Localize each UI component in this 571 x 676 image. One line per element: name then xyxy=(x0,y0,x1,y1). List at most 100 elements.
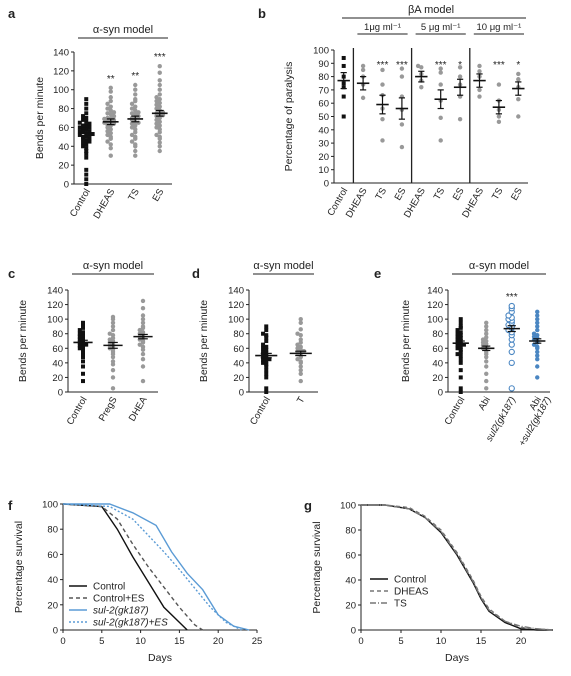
data-point-a xyxy=(87,136,92,141)
x-axis-label-g: Days xyxy=(445,652,469,664)
data-point-a xyxy=(129,101,135,107)
data-point-b xyxy=(399,122,405,127)
y-tick-label-e: 140 xyxy=(427,286,443,297)
data-point-d xyxy=(264,333,269,338)
data-point-e xyxy=(484,386,489,391)
data-point-d xyxy=(295,357,300,362)
legend-label-f: Control+ES xyxy=(93,594,145,605)
data-point-a xyxy=(111,113,117,119)
panel-letter-b: b xyxy=(258,6,266,21)
data-point-b xyxy=(360,67,366,73)
data-point-b xyxy=(496,119,502,125)
series-line-g xyxy=(361,504,554,631)
y-tick-label-b: 50 xyxy=(318,112,329,123)
data-point-a xyxy=(84,151,89,156)
data-point-a xyxy=(157,134,162,140)
y-tick-label-a: 100 xyxy=(53,85,69,96)
data-point-c xyxy=(140,344,146,350)
y-tick-label-e: 0 xyxy=(438,388,443,399)
data-point-e xyxy=(455,346,460,351)
data-point-b xyxy=(380,138,385,143)
significance-b: *** xyxy=(493,60,505,71)
data-point-d xyxy=(261,360,266,365)
x-tick-label-g: 15 xyxy=(476,636,487,647)
group-label-0: 1μg ml⁻¹ xyxy=(364,22,401,33)
y-tick-label-g: 40 xyxy=(345,576,356,587)
panel-letter-e: e xyxy=(374,266,381,281)
data-point-e xyxy=(461,342,466,347)
data-point-b xyxy=(516,71,521,77)
data-point-a xyxy=(154,121,159,126)
data-point-c xyxy=(81,352,85,357)
data-point-d xyxy=(261,342,266,347)
data-point-e xyxy=(535,375,540,380)
data-point-a xyxy=(81,140,86,145)
data-point-d xyxy=(261,357,266,362)
data-point-d xyxy=(298,371,303,376)
data-point-d xyxy=(298,316,303,322)
data-point-b xyxy=(380,67,385,73)
data-point-d xyxy=(264,344,269,349)
data-point-d xyxy=(298,344,303,350)
data-point-c xyxy=(81,333,85,338)
data-point-e xyxy=(458,360,463,365)
data-point-e xyxy=(508,385,515,392)
data-point-e xyxy=(531,331,537,336)
y-tick-label-g: 0 xyxy=(351,626,356,637)
data-point-c xyxy=(140,316,146,322)
y-tick-label-b: 70 xyxy=(318,85,329,96)
data-point-c xyxy=(110,320,116,325)
data-point-c xyxy=(110,324,116,329)
significance-b: * xyxy=(516,60,520,71)
data-point-c xyxy=(81,349,85,354)
data-point-a xyxy=(105,101,110,107)
group-label-2: 10 μg ml⁻¹ xyxy=(476,22,521,33)
data-point-b xyxy=(380,82,385,87)
data-point-d xyxy=(298,378,303,384)
y-tick-label-d: 80 xyxy=(233,329,244,340)
panel-letter-f: f xyxy=(8,498,13,513)
data-point-a xyxy=(81,123,86,128)
data-point-c xyxy=(140,298,146,304)
y-tick-label-d: 100 xyxy=(228,315,244,326)
data-point-a xyxy=(81,130,86,135)
data-point-e xyxy=(480,337,486,342)
data-point-c xyxy=(140,364,146,369)
y-tick-label-a: 40 xyxy=(58,142,69,153)
data-point-a xyxy=(87,132,92,137)
data-point-d xyxy=(264,386,269,391)
data-point-e xyxy=(484,359,489,364)
data-point-a xyxy=(157,63,162,69)
data-point-b xyxy=(516,77,521,82)
legend-label-f: sul-2(gk187)+ES xyxy=(93,618,168,629)
x-tick-label-f: 0 xyxy=(60,636,65,647)
data-point-b xyxy=(477,94,482,99)
y-tick-label-c: 140 xyxy=(47,286,63,297)
data-point-d xyxy=(261,355,266,360)
data-point-a xyxy=(90,132,95,137)
data-point-d xyxy=(264,328,269,333)
group-label-1: 5 μg ml⁻¹ xyxy=(421,22,461,33)
data-point-e xyxy=(455,331,460,336)
data-point-c xyxy=(81,371,85,376)
data-point-a xyxy=(133,148,138,154)
data-point-c xyxy=(77,346,82,351)
data-point-a xyxy=(133,153,138,158)
significance-b: *** xyxy=(377,60,389,71)
y-tick-label-g: 20 xyxy=(345,601,356,612)
data-point-e xyxy=(535,324,540,329)
data-point-e xyxy=(535,353,540,358)
y-tick-label-b: 10 xyxy=(318,165,329,176)
data-point-d xyxy=(264,324,269,329)
data-point-c xyxy=(140,313,146,318)
x-tick-label-b: TS xyxy=(432,186,448,202)
data-point-a xyxy=(157,78,162,83)
data-point-c xyxy=(110,367,116,373)
data-point-e xyxy=(484,371,489,376)
data-point-e xyxy=(458,336,463,341)
y-tick-label-c: 60 xyxy=(52,344,63,355)
data-point-e xyxy=(455,328,460,333)
y-tick-label-e: 100 xyxy=(427,315,443,326)
data-point-c xyxy=(110,359,116,364)
data-point-a xyxy=(87,129,92,134)
